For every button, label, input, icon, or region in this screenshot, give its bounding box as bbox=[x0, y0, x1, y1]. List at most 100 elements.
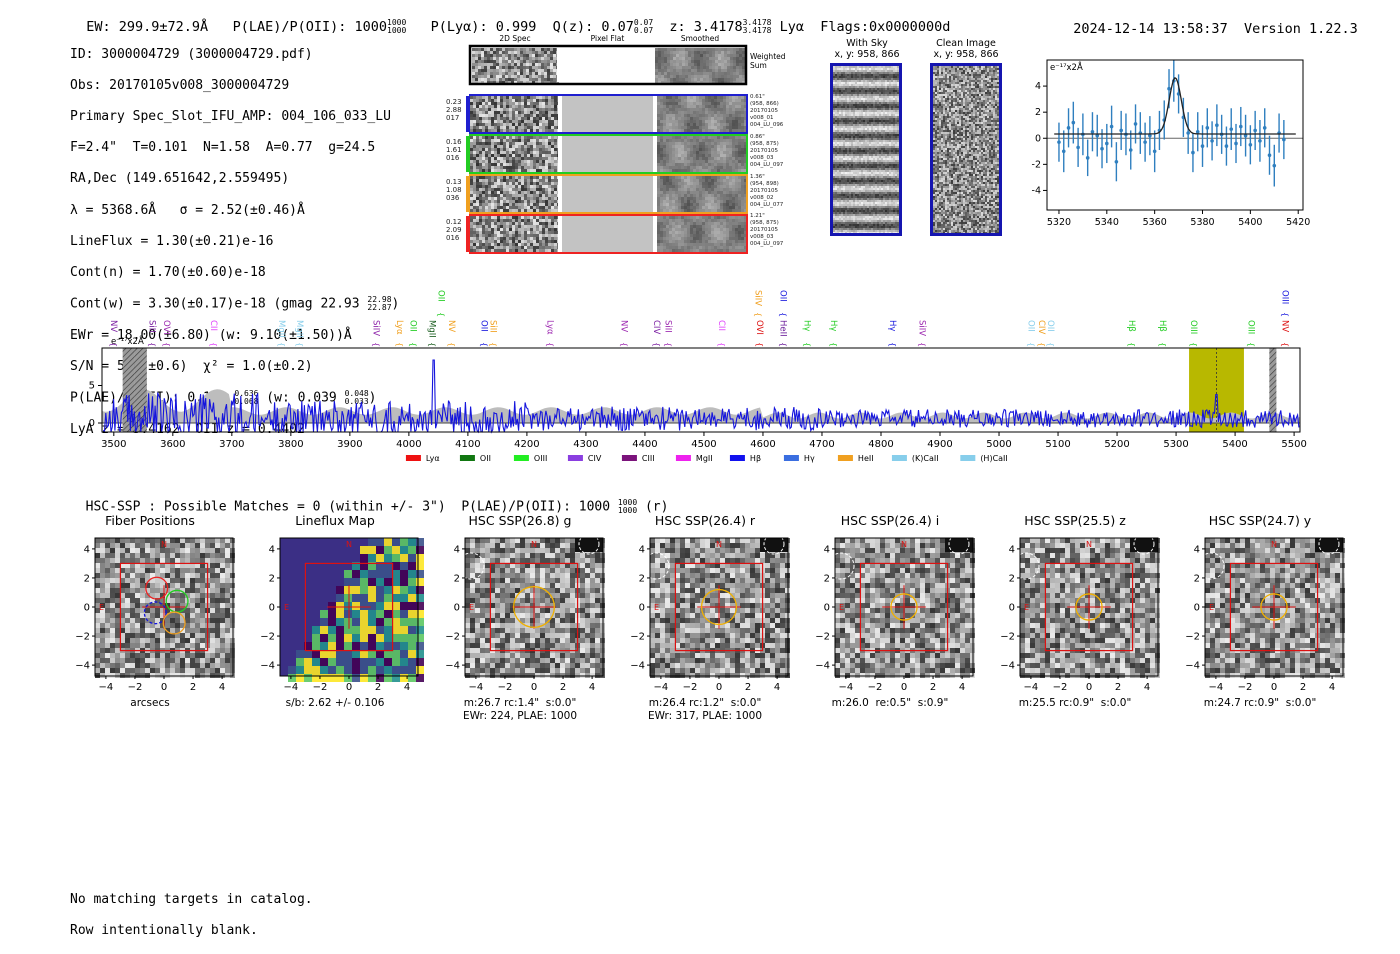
flags-value: Flags:0x0000000d bbox=[820, 19, 950, 35]
emission-line-bracket: { bbox=[1127, 342, 1136, 347]
footer-line-1: No matching targets in catalog. bbox=[70, 892, 313, 908]
y-tick-label: 2 bbox=[84, 573, 90, 584]
x-tick-label: 4 bbox=[219, 682, 225, 693]
emission-line-bracket: { bbox=[717, 342, 726, 347]
emission-line-label: SiII bbox=[663, 320, 673, 333]
east-label: E bbox=[654, 603, 659, 612]
legend-swatch bbox=[622, 455, 637, 461]
y-tick-label: 4 bbox=[269, 544, 275, 555]
emission-line-label: NV bbox=[108, 320, 118, 332]
emission-line-label: Lyα bbox=[394, 320, 404, 335]
data-point bbox=[1119, 129, 1123, 133]
y-tick-label: 2 bbox=[824, 573, 830, 584]
legend-swatch bbox=[460, 455, 475, 461]
x-tick-label: 2 bbox=[1115, 682, 1121, 693]
x-tick-label: 5000 bbox=[986, 439, 1011, 450]
y-tick-label: 0 bbox=[89, 418, 95, 429]
row2-left: 0.16 1.61 016 bbox=[446, 138, 462, 162]
hsc-panel-caption: m:26.7 rc:1.4" s:0.0" EWr: 224, PLAE: 10… bbox=[435, 697, 605, 722]
x-tick-label: 0 bbox=[901, 682, 907, 693]
emission-line-label: CII bbox=[716, 320, 726, 331]
y-tick-label: 4 bbox=[1194, 544, 1200, 555]
y-tick-label: −2 bbox=[1000, 632, 1015, 643]
emission-line-label: MgII bbox=[427, 320, 437, 338]
detection-id: ID: 3000004729 (3000004729.pdf) bbox=[70, 47, 399, 63]
emission-line-label: MgII bbox=[294, 320, 304, 338]
x-tick-label: 4800 bbox=[868, 439, 893, 450]
clean-image-title: Clean Image x, y: 958, 866 bbox=[921, 38, 1011, 60]
x-tick-label: −2 bbox=[683, 682, 698, 693]
cutout-header-2dspec: 2D Spec bbox=[470, 34, 560, 43]
y-tick-label: 0 bbox=[824, 603, 830, 614]
east-label: E bbox=[1209, 603, 1214, 612]
y-tick-label: 2 bbox=[269, 573, 275, 584]
datetime: 2024-12-14 13:58:37 bbox=[1073, 21, 1227, 37]
ra-dec: RA,Dec (149.651642,2.559495) bbox=[70, 171, 399, 187]
x-tick-label: 5300 bbox=[1163, 439, 1188, 450]
emission-line-bracket: { bbox=[1027, 342, 1036, 347]
emission-line-bracket: { bbox=[664, 342, 673, 347]
emission-line-bracket: { bbox=[1280, 312, 1289, 317]
x-tick-label: −2 bbox=[1238, 682, 1253, 693]
x-tick-label: −2 bbox=[313, 682, 328, 693]
data-point bbox=[1268, 153, 1272, 157]
x-tick-label: −4 bbox=[1209, 682, 1224, 693]
line-flux: LineFlux = 1.30(±0.21)e-16 bbox=[70, 234, 399, 250]
legend-label: (H)CaII bbox=[980, 454, 1007, 463]
north-label: N bbox=[346, 540, 352, 549]
y-tick-label: 4 bbox=[454, 544, 460, 555]
hsc-panel-caption: m:24.7 rc:0.9" s:0.0" bbox=[1175, 697, 1345, 710]
data-point bbox=[1134, 122, 1138, 126]
y-tick-label: −2 bbox=[630, 632, 645, 643]
emission-line-bracket: { bbox=[409, 342, 418, 347]
emission-line-label: SiIV bbox=[916, 320, 926, 336]
emission-line-label: OII bbox=[1026, 320, 1036, 332]
data-point bbox=[1067, 126, 1071, 130]
data-point bbox=[1072, 121, 1076, 125]
data-point bbox=[1225, 144, 1229, 148]
hsc-panel-caption: arcsecs bbox=[65, 697, 235, 710]
x-tick-label: −2 bbox=[498, 682, 513, 693]
hsc-panel-title: HSC SSP(24.7) y bbox=[1175, 513, 1345, 528]
data-point bbox=[1105, 142, 1109, 146]
cutout-images bbox=[465, 44, 750, 254]
x-tick-label: −4 bbox=[284, 682, 299, 693]
fiber-params: F=2.4" T=0.101 N=1.58 A=0.77 g=24.5 bbox=[70, 140, 399, 156]
y-tick-label: 4 bbox=[824, 544, 830, 555]
y-tick-label: −2 bbox=[815, 632, 830, 643]
clean-image bbox=[930, 63, 1002, 236]
hsc-panel-caption: m:26.4 rc:1.2" s:0.0" EWr: 317, PLAE: 10… bbox=[620, 697, 790, 722]
x-tick-label: 4700 bbox=[809, 439, 834, 450]
emission-line-label: OVI bbox=[754, 320, 764, 335]
data-point bbox=[1129, 148, 1133, 152]
legend-label: Lyα bbox=[426, 454, 440, 463]
emission-line-label: Hβ bbox=[1126, 320, 1136, 332]
x-tick-label: 5380 bbox=[1190, 217, 1214, 228]
row1-left: 0.23 2.88 017 bbox=[446, 98, 462, 122]
row2-right: 0.86" (958, 875) 20170105 v008_03 004_LU… bbox=[750, 134, 783, 169]
x-tick-label: −4 bbox=[1024, 682, 1039, 693]
emission-line-label: Hβ bbox=[1157, 320, 1167, 332]
with-sky-title: With Sky x, y: 958, 866 bbox=[822, 38, 912, 60]
data-point bbox=[1191, 151, 1195, 155]
y-tick-label: −4 bbox=[1000, 661, 1015, 672]
emission-line-bracket: { bbox=[755, 342, 764, 347]
data-point bbox=[1263, 126, 1267, 130]
y-tick-label: -4 bbox=[1032, 185, 1041, 196]
emission-line-label: SiII bbox=[487, 320, 497, 333]
row3-left: 0.13 1.08 036 bbox=[446, 178, 462, 202]
emission-line-bracket: { bbox=[1037, 342, 1046, 347]
data-point bbox=[1100, 147, 1104, 151]
emission-line-bracket: { bbox=[753, 312, 762, 317]
y-tick-label: 0 bbox=[454, 603, 460, 614]
y-tick-label: 4 bbox=[84, 544, 90, 555]
data-point bbox=[1110, 125, 1114, 129]
x-tick-label: 4500 bbox=[691, 439, 716, 450]
emission-line-label: OII bbox=[778, 290, 788, 302]
x-tick-label: −2 bbox=[1053, 682, 1068, 693]
emission-line-label: OIII bbox=[1246, 320, 1256, 334]
x-tick-label: 5500 bbox=[1281, 439, 1306, 450]
emission-line-bracket: { bbox=[277, 342, 286, 347]
